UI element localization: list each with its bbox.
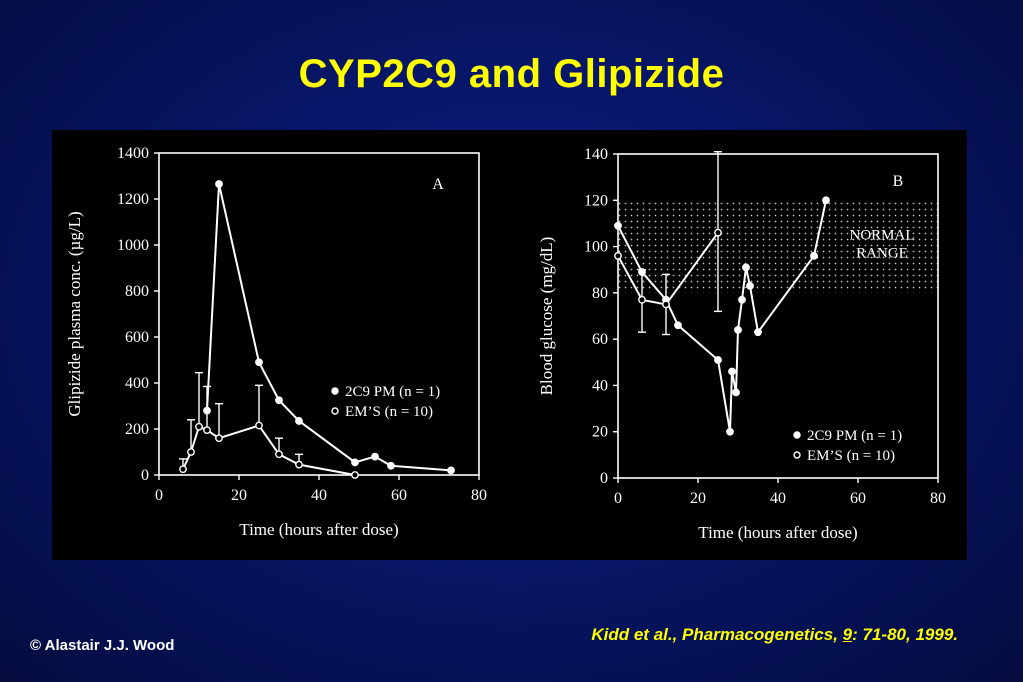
data-point-open xyxy=(255,421,263,430)
x-tick-label: 60 xyxy=(391,487,407,504)
y-tick-label: 140 xyxy=(584,146,608,163)
data-point-filled xyxy=(754,328,762,337)
chart-panel-a: 0 20 40 60 80 0 200 400 600 800 1000 1200 1400 Time (… xyxy=(52,130,528,560)
x-tick-label: 0 xyxy=(614,490,622,507)
legend-label-0: 2C9 PM (n = 1) xyxy=(807,428,902,444)
y-tick-label: 1000 xyxy=(117,237,149,254)
copyright-notice: © Alastair J.J. Wood xyxy=(30,637,175,654)
data-point-open xyxy=(662,300,670,309)
band-label-line2: RANGE xyxy=(856,246,908,262)
normal-range-band xyxy=(618,200,938,293)
y-tick-label: 1400 xyxy=(117,145,149,162)
data-point-filled xyxy=(215,180,223,188)
citation-prefix: Kidd et al., Pharmacogenetics, xyxy=(591,625,843,644)
data-point-filled xyxy=(275,396,283,405)
data-point-open xyxy=(295,460,303,469)
y-tick-label: 120 xyxy=(584,192,608,209)
data-point-filled xyxy=(726,427,734,436)
slide-title: CYP2C9 and Glipizide xyxy=(298,52,725,96)
data-point-filled xyxy=(746,282,754,290)
x-axis-label: Time (hours after dose) xyxy=(698,523,857,542)
legend-label-1: EM’S (n = 10) xyxy=(807,448,895,464)
legend-marker-1 xyxy=(793,451,801,459)
data-point-filled xyxy=(714,356,722,364)
y-tick-label: 100 xyxy=(584,239,608,256)
citation-suffix: : 71-80, 1999. xyxy=(852,625,958,644)
data-point-open xyxy=(351,471,359,479)
legend-label-0: 2C9 PM (n = 1) xyxy=(345,384,440,400)
data-point-open xyxy=(195,422,203,431)
y-tick-label: 800 xyxy=(125,283,149,300)
panel-label: B xyxy=(893,173,904,190)
x-axis-label: Time (hours after dose) xyxy=(239,520,398,539)
y-tick-label: 60 xyxy=(592,331,608,348)
y-tick-label: 80 xyxy=(592,285,608,302)
y-tick-label: 400 xyxy=(125,375,149,392)
legend-marker-1 xyxy=(331,407,339,415)
data-point-filled xyxy=(810,251,818,260)
citation-volume: 9 xyxy=(842,625,853,644)
x-tick-label: 20 xyxy=(690,490,706,507)
data-point-filled xyxy=(351,458,359,467)
x-tick-label: 40 xyxy=(311,487,327,504)
data-point-filled xyxy=(742,263,750,272)
data-point-open xyxy=(714,228,722,237)
chart-panel-b: NORMAL RANGE 0 20 40 60 80 0 20 40 60 80 100 120 140 Ti… xyxy=(522,130,967,560)
data-point-open xyxy=(614,251,622,260)
data-point-open xyxy=(638,295,646,304)
legend-marker-0 xyxy=(793,431,801,439)
y-tick-label: 200 xyxy=(125,421,149,438)
data-point-filled xyxy=(822,196,830,205)
data-point-open xyxy=(215,434,223,443)
y-tick-label: 0 xyxy=(141,467,149,484)
y-axis-label: Blood glucose (mg/dL) xyxy=(537,237,556,396)
y-tick-label: 1200 xyxy=(117,191,149,208)
panel-label: A xyxy=(432,176,444,193)
data-point-filled xyxy=(732,388,740,397)
data-point-filled xyxy=(614,221,622,230)
data-point-open xyxy=(187,448,195,456)
y-tick-label: 40 xyxy=(592,377,608,394)
data-point-open xyxy=(179,465,187,474)
data-point-filled xyxy=(447,466,455,475)
data-point-filled xyxy=(255,358,263,367)
series-line-1 xyxy=(617,232,719,306)
x-tick-label: 0 xyxy=(155,487,163,504)
y-tick-label: 0 xyxy=(600,470,608,487)
series-line-0 xyxy=(206,183,452,472)
y-tick-label: 20 xyxy=(592,424,608,441)
x-tick-label: 60 xyxy=(850,490,866,507)
x-tick-label: 20 xyxy=(231,487,247,504)
x-tick-label: 40 xyxy=(770,490,786,507)
y-tick-label: 600 xyxy=(125,329,149,346)
x-tick-label: 80 xyxy=(471,487,487,504)
data-point-filled xyxy=(738,295,746,304)
y-axis-label: Glipizide plasma conc. (µg/L) xyxy=(65,211,84,416)
legend-marker-0 xyxy=(331,387,339,395)
data-point-filled xyxy=(387,461,395,470)
citation: Kidd et al., Pharmacogenetics, 9: 71-80,… xyxy=(591,625,958,645)
data-point-open xyxy=(275,450,283,459)
band-label-line1: NORMAL xyxy=(849,228,914,244)
data-point-filled xyxy=(728,367,736,376)
data-point-filled xyxy=(371,452,379,461)
legend-label-1: EM’S (n = 10) xyxy=(345,404,433,420)
data-point-open xyxy=(203,426,211,435)
blood-glucose-chart: NORMAL RANGE 0 20 40 60 80 0 20 40 60 80 100 120 140 Ti… xyxy=(537,146,946,542)
data-point-filled xyxy=(295,417,303,425)
data-point-filled xyxy=(734,325,742,334)
data-point-filled xyxy=(674,321,682,330)
x-tick-label: 80 xyxy=(930,490,946,507)
